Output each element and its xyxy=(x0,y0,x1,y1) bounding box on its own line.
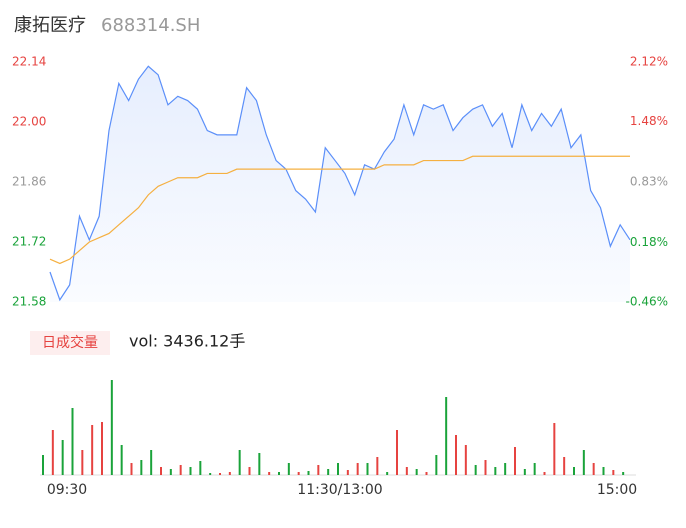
volume-bar xyxy=(209,473,212,475)
y2-tick-label: -0.46% xyxy=(626,295,668,309)
volume-bar xyxy=(160,467,162,475)
series-line xyxy=(49,155,630,265)
volume-bar xyxy=(278,472,280,475)
y-tick-label: 22.14 xyxy=(12,55,46,69)
y2-tick-label: 1.48% xyxy=(630,114,668,128)
volume-bar xyxy=(573,467,575,475)
series-line xyxy=(49,65,631,302)
volume-bar xyxy=(287,463,290,475)
x-tick-label: 11:30/13:00 xyxy=(297,482,382,498)
volume-bar xyxy=(91,425,94,475)
volume-bar xyxy=(514,447,516,475)
volume-bar xyxy=(337,463,339,475)
volume-bar xyxy=(189,467,192,475)
volume-bar xyxy=(622,472,625,475)
y2-tick-label: 0.83% xyxy=(630,175,668,189)
volume-bar xyxy=(543,472,546,475)
volume-bar xyxy=(533,463,536,475)
y-tick-label: 21.72 xyxy=(12,235,46,249)
volume-bar xyxy=(150,450,153,475)
volume-bar xyxy=(130,463,133,475)
volume-bar xyxy=(81,450,84,475)
volume-bar xyxy=(219,473,221,475)
volume-bar xyxy=(464,445,467,475)
volume-bar xyxy=(120,445,123,475)
stock-code: 688314.SH xyxy=(101,15,200,36)
y-tick-label: 21.58 xyxy=(12,295,46,309)
volume-bar xyxy=(582,450,585,475)
y2-tick-label: 0.18% xyxy=(630,235,668,249)
volume-bar xyxy=(366,463,369,475)
volume-label: vol: 3436.12手 xyxy=(129,332,245,351)
volume-bar xyxy=(258,453,261,475)
volume-bar xyxy=(238,450,241,475)
volume-button-label[interactable]: 日成交量 xyxy=(42,334,98,351)
volume-bar xyxy=(405,467,408,475)
volume-bar xyxy=(602,467,605,475)
volume-bar xyxy=(474,465,477,475)
volume-bar xyxy=(435,455,438,475)
y2-tick-label: 2.12% xyxy=(630,55,668,69)
volume-bar xyxy=(42,455,44,475)
volume-bar xyxy=(504,463,507,475)
volume-bar xyxy=(140,460,143,475)
volume-bar xyxy=(61,440,64,475)
volume-bar xyxy=(376,457,379,475)
volume-bar xyxy=(356,463,359,475)
x-tick-label: 15:00 xyxy=(597,482,637,498)
volume-bar xyxy=(553,423,556,475)
volume-bar xyxy=(386,472,389,475)
volume-bar xyxy=(71,408,74,475)
volume-bar xyxy=(297,472,300,475)
y-tick-label: 22.00 xyxy=(12,115,46,129)
volume-bar xyxy=(494,467,497,475)
volume-bar xyxy=(179,465,182,475)
volume-bar xyxy=(327,469,330,475)
volume-bar xyxy=(268,472,271,475)
volume-bar xyxy=(484,460,487,475)
volume-bar xyxy=(445,397,448,475)
volume-bar xyxy=(415,469,418,475)
volume-bar xyxy=(592,463,595,475)
volume-bar xyxy=(307,471,310,475)
volume-bar xyxy=(523,469,526,475)
volume-bar xyxy=(228,472,231,475)
chart-title: 康拓医疗 xyxy=(14,15,86,36)
volume-button[interactable] xyxy=(30,331,110,355)
volume-bar xyxy=(612,470,615,475)
volume-bar xyxy=(110,380,113,475)
volume-bar xyxy=(563,457,566,475)
volume-bar xyxy=(199,461,202,475)
x-tick-label: 09:30 xyxy=(47,482,87,498)
y-tick-label: 21.86 xyxy=(12,175,46,189)
volume-bar xyxy=(396,430,398,475)
volume-bar xyxy=(169,469,172,475)
volume-bar xyxy=(346,470,349,475)
volume-bar xyxy=(455,435,457,475)
volume-bar xyxy=(51,430,54,475)
volume-bar xyxy=(425,472,428,475)
volume-bar xyxy=(248,467,251,475)
volume-bar xyxy=(317,465,320,475)
volume-bar xyxy=(101,422,103,475)
price-area xyxy=(50,66,630,303)
